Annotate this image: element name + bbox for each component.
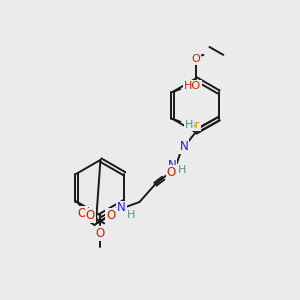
Text: H: H [185, 120, 193, 130]
Text: O: O [191, 54, 200, 64]
Text: HO: HO [184, 81, 201, 91]
Text: O: O [77, 207, 87, 220]
Text: H: H [126, 210, 135, 220]
Text: O: O [167, 166, 176, 179]
Text: N: N [117, 202, 126, 214]
Text: Br: Br [188, 120, 200, 130]
Text: O: O [96, 227, 105, 240]
Text: N: N [180, 140, 188, 153]
Text: O: O [106, 209, 115, 222]
Text: O: O [86, 209, 95, 222]
Text: N: N [168, 159, 177, 172]
Text: H: H [178, 165, 186, 175]
